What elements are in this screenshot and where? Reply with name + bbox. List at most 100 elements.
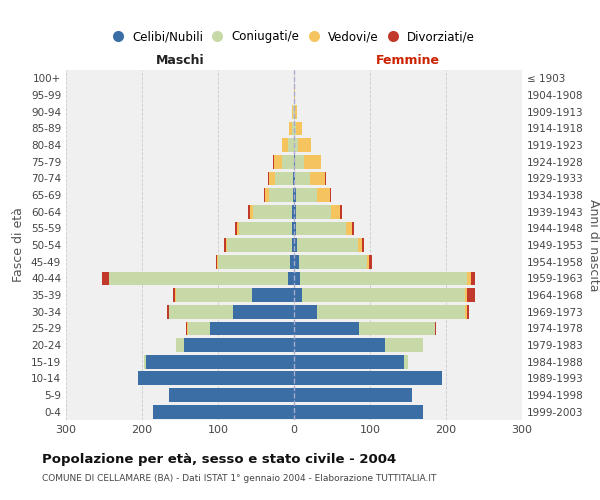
Bar (175, 288, 176, 302)
Bar (167, 305, 169, 318)
Bar (239, 222, 292, 235)
Bar (296, 122, 302, 135)
Bar (465, 288, 467, 302)
Bar (298, 138, 311, 152)
Bar (294, 122, 296, 135)
Bar (288, 272, 294, 285)
Bar (169, 305, 233, 318)
Bar (295, 172, 310, 185)
Bar (352, 222, 354, 235)
Bar (304, 155, 320, 168)
Bar (294, 255, 299, 268)
Bar (294, 172, 295, 185)
Bar (294, 155, 295, 168)
Bar (103, 272, 109, 285)
Bar (467, 272, 471, 285)
Bar (252, 288, 294, 302)
Bar (367, 255, 369, 268)
Bar (269, 188, 293, 202)
Bar (146, 355, 294, 368)
Bar (109, 272, 288, 285)
Bar (362, 238, 364, 252)
Bar (282, 138, 288, 152)
Text: Femmine: Femmine (376, 54, 440, 66)
Bar (187, 322, 188, 335)
Bar (294, 105, 295, 118)
Bar (359, 322, 434, 335)
Bar (233, 305, 294, 318)
Bar (317, 305, 465, 318)
Bar (434, 322, 436, 335)
Bar (292, 105, 293, 118)
Y-axis label: Anni di nascita: Anni di nascita (587, 198, 600, 291)
Bar (294, 355, 404, 368)
Bar (346, 222, 352, 235)
Bar (292, 122, 294, 135)
Bar (294, 138, 298, 152)
Bar (465, 305, 467, 318)
Bar (217, 255, 218, 268)
Bar (176, 288, 252, 302)
Bar (216, 255, 217, 268)
Bar (293, 172, 294, 185)
Bar (265, 188, 269, 202)
Bar (299, 255, 367, 268)
Text: Maschi: Maschi (155, 54, 205, 66)
Bar (385, 338, 423, 352)
Bar (293, 105, 294, 118)
Bar (218, 255, 290, 268)
Bar (186, 322, 187, 335)
Bar (293, 188, 294, 202)
Bar (325, 172, 326, 185)
Bar (144, 355, 146, 368)
Bar (235, 222, 237, 235)
Bar (169, 388, 294, 402)
Bar (263, 188, 265, 202)
Bar (294, 88, 295, 102)
Bar (226, 238, 227, 252)
Bar (289, 122, 292, 135)
Legend: Celibi/Nubili, Coniugati/e, Vedovi/e, Divorziati/e: Celibi/Nubili, Coniugati/e, Vedovi/e, Di… (110, 27, 478, 47)
Bar (294, 272, 300, 285)
Bar (184, 338, 294, 352)
Bar (253, 205, 292, 218)
Bar (290, 255, 294, 268)
Bar (275, 172, 293, 185)
Text: Popolazione per età, sesso e stato civile - 2004: Popolazione per età, sesso e stato civil… (42, 452, 396, 466)
Bar (310, 172, 325, 185)
Bar (292, 222, 294, 235)
Bar (294, 305, 317, 318)
Bar (340, 205, 342, 218)
Bar (471, 272, 475, 285)
Bar (296, 188, 317, 202)
Bar (292, 205, 294, 218)
Bar (369, 255, 371, 268)
Bar (250, 205, 253, 218)
Bar (317, 188, 331, 202)
Bar (294, 372, 442, 385)
Bar (467, 288, 475, 302)
Bar (331, 205, 340, 218)
Text: COMUNE DI CELLAMARE (BA) - Dati ISTAT 1° gennaio 2004 - Elaborazione TUTTITALIA.: COMUNE DI CELLAMARE (BA) - Dati ISTAT 1°… (42, 474, 436, 483)
Bar (296, 205, 331, 218)
Bar (288, 138, 294, 152)
Bar (404, 355, 408, 368)
Bar (294, 188, 296, 202)
Bar (294, 322, 359, 335)
Bar (294, 388, 412, 402)
Bar (154, 405, 294, 418)
Bar (302, 288, 465, 302)
Bar (268, 172, 269, 185)
Bar (248, 205, 250, 218)
Bar (294, 405, 423, 418)
Bar (295, 105, 297, 118)
Bar (294, 238, 297, 252)
Y-axis label: Fasce di età: Fasce di età (13, 208, 25, 282)
Bar (176, 338, 184, 352)
Bar (295, 155, 304, 168)
Bar (282, 155, 294, 168)
Bar (188, 322, 211, 335)
Bar (297, 238, 358, 252)
Bar (296, 222, 346, 235)
Bar (294, 222, 296, 235)
